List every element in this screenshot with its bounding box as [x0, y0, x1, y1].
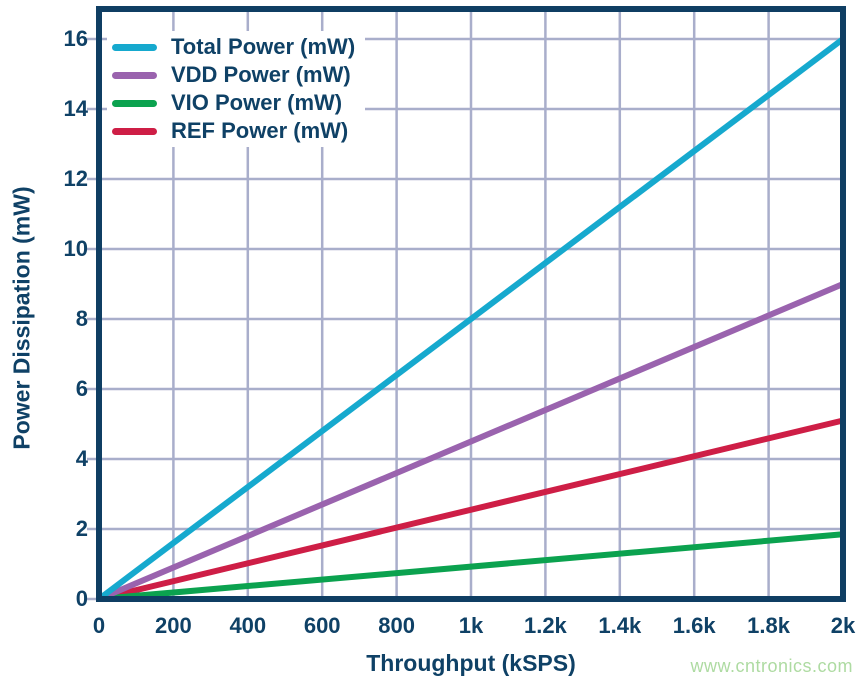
y-tick-label: 14: [63, 96, 88, 121]
legend-swatch: [112, 43, 157, 51]
y-tick-label: 12: [63, 166, 88, 191]
x-axis-title: Throughput (kSPS): [366, 650, 576, 676]
legend-swatch: [112, 127, 157, 135]
x-tick-label: 2k: [830, 613, 856, 638]
y-tick-label: 6: [75, 376, 88, 401]
legend-item: VDD Power (mW): [112, 61, 355, 89]
x-tick-label: 200: [155, 613, 192, 638]
y-tick-label: 10: [63, 236, 88, 261]
x-tick-label: 800: [378, 613, 415, 638]
y-tick-label: 16: [63, 26, 88, 51]
x-tick-label: 0: [92, 613, 106, 638]
legend-swatch: [112, 99, 157, 107]
y-tick-label: 0: [75, 586, 88, 611]
y-axis-title: Power Dissipation (mW): [8, 186, 35, 450]
y-tick-label: 2: [75, 516, 88, 541]
x-tick-label: 400: [229, 613, 267, 638]
legend-label: REF Power (mW): [171, 118, 349, 143]
x-tick-label: 1k: [458, 613, 484, 638]
legend-label: VDD Power (mW): [171, 62, 351, 87]
plot-border: [96, 6, 846, 602]
legend-item: REF Power (mW): [112, 117, 355, 145]
y-tick-label: 8: [75, 306, 88, 331]
watermark: www.cntronics.com: [690, 656, 853, 676]
x-tick-label: 1.6k: [672, 613, 716, 638]
legend-label: Total Power (mW): [171, 34, 356, 59]
y-tick-label: 4: [75, 446, 88, 471]
legend-label: VIO Power (mW): [171, 90, 343, 115]
legend-item: VIO Power (mW): [112, 89, 355, 117]
series-line: [97, 281, 845, 602]
series-line: [98, 417, 844, 602]
x-tick-label: 1.4k: [598, 613, 642, 638]
legend: Total Power (mW) VDD Power (mW) VIO Power …: [107, 31, 366, 147]
legend-item: Total Power (mW): [112, 33, 355, 61]
x-tick-label: 1.8k: [747, 613, 790, 638]
x-tick-label: 1.2k: [523, 613, 567, 638]
x-tick-label: 600: [303, 613, 341, 638]
series-line: [98, 531, 844, 602]
series-line: [97, 36, 845, 602]
legend-swatch: [112, 71, 157, 79]
